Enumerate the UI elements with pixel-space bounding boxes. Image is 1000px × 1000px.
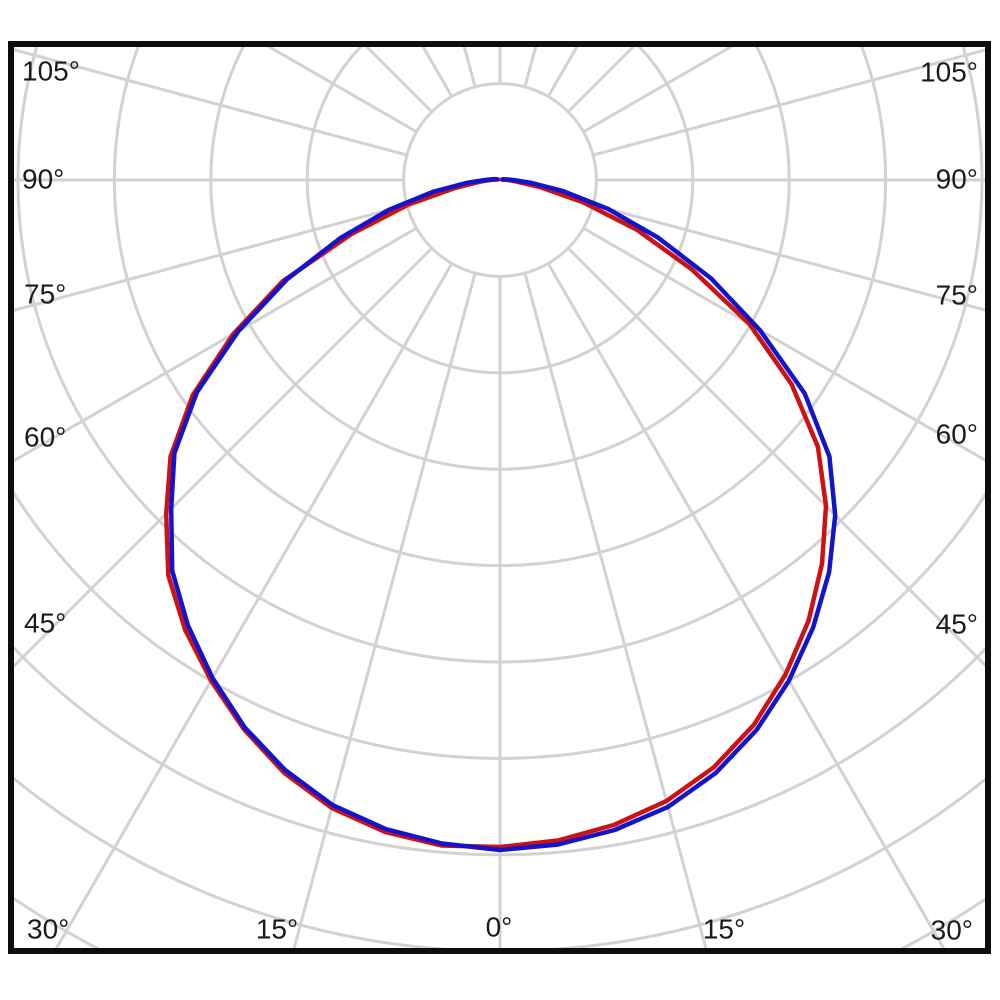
- grid-spoke: [53, 262, 454, 951]
- grid-spoke: [592, 47, 988, 157]
- angle-label: 30°: [27, 914, 69, 945]
- grid-spoke: [592, 203, 988, 313]
- grid-spoke: [546, 262, 947, 951]
- angle-label: 0°: [486, 912, 513, 943]
- blue-curve: [168, 176, 838, 853]
- angle-label: 30°: [931, 915, 973, 946]
- grid-spoke: [11, 47, 408, 157]
- angle-label: 75°: [24, 279, 66, 310]
- angle-label: 90°: [22, 164, 64, 195]
- grid-spoke: [11, 247, 433, 672]
- grid-spoke: [523, 272, 709, 951]
- angle-label: 15°: [256, 914, 298, 945]
- grid-spoke: [11, 203, 408, 313]
- angle-label: 105°: [22, 56, 80, 87]
- angle-label: 60°: [24, 422, 66, 453]
- angle-label: 15°: [703, 914, 745, 945]
- angle-label: 45°: [936, 609, 978, 640]
- angle-labels: 105° 90° 75° 60° 45° 105° 90° 75° 60° 45° 30° 15° 0°…: [22, 56, 978, 946]
- grid-spoke: [567, 247, 988, 671]
- angle-label: 75°: [936, 280, 978, 311]
- angle-label: 90°: [936, 164, 978, 195]
- angle-label: 45°: [24, 608, 66, 639]
- grid-spoke: [11, 226, 418, 465]
- plot-frame: [8, 41, 991, 954]
- intensity-curves: [163, 176, 838, 853]
- angle-label: 105°: [920, 57, 978, 88]
- grid-spoke: [582, 226, 988, 464]
- grid-spoke: [291, 272, 477, 951]
- angle-label: 60°: [936, 419, 978, 450]
